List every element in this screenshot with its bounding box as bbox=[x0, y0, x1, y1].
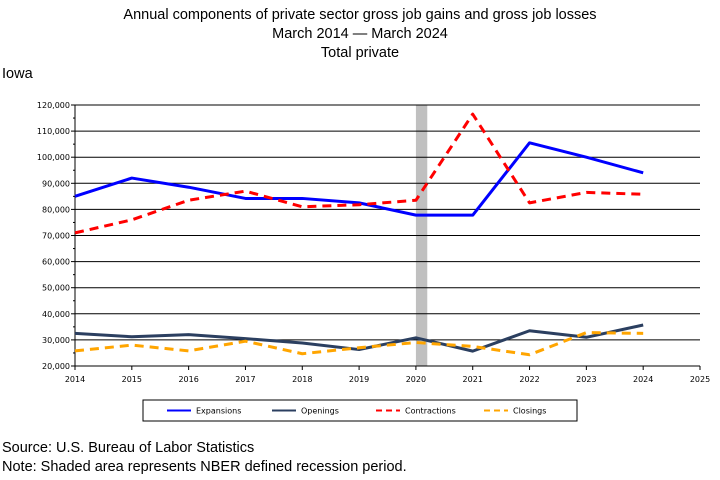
x-tick-label: 2020 bbox=[406, 375, 426, 384]
legend-label-openings: Openings bbox=[301, 407, 339, 416]
chart-title: Annual components of private sector gros… bbox=[123, 7, 597, 23]
chart-date-range: March 2014 — March 2024 bbox=[272, 26, 448, 42]
x-tick-label: 2021 bbox=[463, 375, 483, 384]
y-tick-label: 40,000 bbox=[42, 310, 70, 319]
state-label: Iowa bbox=[2, 66, 33, 82]
chart-subtitle: Total private bbox=[320, 45, 400, 61]
series-line-openings bbox=[74, 323, 644, 353]
y-tick-label: 90,000 bbox=[42, 179, 70, 188]
y-tick-label: 70,000 bbox=[42, 232, 70, 241]
y-tick-label: 20,000 bbox=[42, 362, 70, 371]
y-tick-label: 60,000 bbox=[42, 258, 70, 267]
legend-box bbox=[142, 399, 578, 422]
x-tick-label: 2022 bbox=[519, 375, 539, 384]
x-tick-label: 2025 bbox=[690, 375, 710, 384]
source-note: Source: U.S. Bureau of Labor Statistics bbox=[2, 440, 255, 456]
series-line-closings bbox=[74, 331, 644, 357]
legend-label-contractions: Contractions bbox=[405, 407, 456, 416]
y-tick-label: 120,000 bbox=[37, 101, 70, 110]
series-line-contractions bbox=[74, 112, 644, 235]
x-tick-label: 2017 bbox=[235, 375, 255, 384]
x-tick-label: 2015 bbox=[122, 375, 142, 384]
y-tick-label: 110,000 bbox=[37, 127, 70, 136]
legend-label-expansions: Expansions bbox=[196, 407, 241, 416]
x-tick-label: 2024 bbox=[633, 375, 653, 384]
y-tick-label: 100,000 bbox=[37, 153, 70, 162]
y-tick-label: 80,000 bbox=[42, 205, 70, 214]
x-tick-label: 2018 bbox=[292, 375, 312, 384]
x-tick-label: 2019 bbox=[349, 375, 369, 384]
x-tick-label: 2016 bbox=[178, 375, 198, 384]
x-tick-label: 2023 bbox=[576, 375, 596, 384]
x-tick-label: 2014 bbox=[65, 375, 85, 384]
recession-note: Note: Shaded area represents NBER define… bbox=[2, 459, 407, 475]
legend-label-closings: Closings bbox=[513, 407, 546, 416]
y-tick-label: 50,000 bbox=[42, 284, 70, 293]
y-tick-label: 30,000 bbox=[42, 336, 70, 345]
series-line-expansions bbox=[74, 141, 644, 217]
